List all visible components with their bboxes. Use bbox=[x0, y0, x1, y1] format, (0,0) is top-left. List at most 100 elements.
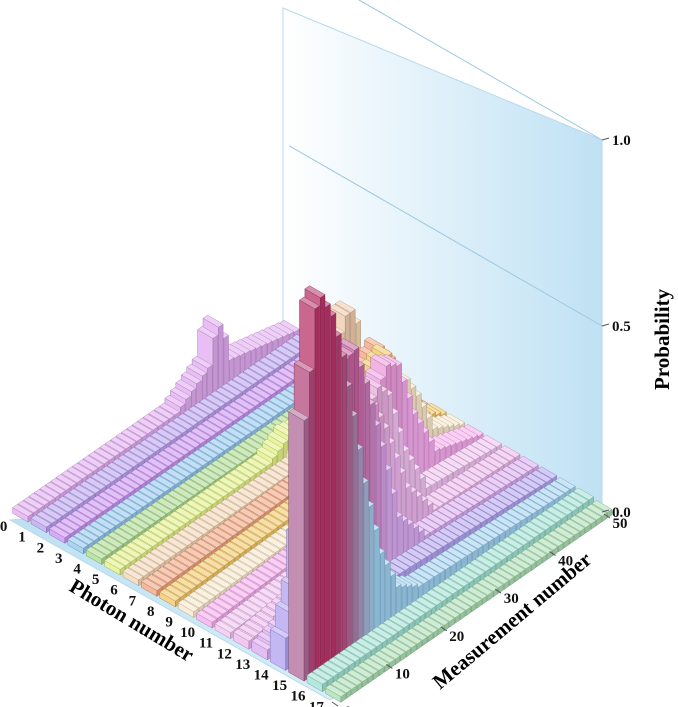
bar-top bbox=[106, 462, 128, 475]
bar-top bbox=[202, 488, 223, 501]
bar-side bbox=[374, 527, 380, 633]
bar-top bbox=[149, 479, 170, 493]
probability-tick-mark bbox=[601, 137, 610, 141]
bar-top bbox=[157, 566, 179, 580]
bar-side bbox=[331, 312, 337, 663]
bar-top bbox=[145, 505, 167, 518]
bar-top bbox=[95, 469, 117, 483]
bar-top bbox=[236, 419, 257, 432]
bar-top bbox=[12, 504, 34, 517]
bar-top bbox=[110, 436, 131, 450]
bar-photon-0-m1 bbox=[12, 504, 34, 523]
bar-top bbox=[159, 472, 181, 485]
photon-tick-label: 13 bbox=[235, 657, 250, 673]
bar-top bbox=[168, 558, 190, 572]
bar-top bbox=[204, 394, 226, 408]
bar-top bbox=[264, 353, 286, 366]
bar-top bbox=[117, 454, 139, 468]
bar-top bbox=[201, 420, 223, 433]
bar-top bbox=[59, 517, 81, 531]
bar-top bbox=[134, 512, 156, 526]
bar-top bbox=[185, 431, 206, 444]
bar-top bbox=[155, 428, 177, 441]
bar-top bbox=[221, 452, 243, 466]
bar-photon-1-m1 bbox=[30, 514, 52, 534]
photon-tick-label: 1 bbox=[18, 530, 26, 546]
bar-top bbox=[94, 517, 116, 530]
bar-top bbox=[121, 498, 143, 511]
bar-top bbox=[151, 501, 172, 515]
bar-top bbox=[136, 534, 158, 547]
bar-top bbox=[238, 507, 260, 521]
bar-side bbox=[358, 446, 364, 644]
bar-top bbox=[174, 438, 195, 452]
bar-side bbox=[380, 550, 385, 629]
bar-top bbox=[72, 462, 93, 476]
bar-top bbox=[187, 521, 209, 535]
bar-top bbox=[138, 556, 160, 569]
bar-top bbox=[188, 405, 210, 419]
photon-tick-label: 12 bbox=[217, 646, 232, 662]
bar-side bbox=[218, 323, 224, 391]
bar-top bbox=[123, 450, 144, 464]
bar-top bbox=[112, 458, 134, 471]
bar-top bbox=[202, 314, 224, 328]
bar-top bbox=[253, 475, 274, 489]
bar-top bbox=[223, 405, 244, 418]
bar-top bbox=[66, 466, 88, 480]
bar-top bbox=[239, 393, 261, 407]
bar-side bbox=[352, 413, 358, 648]
bar-top bbox=[272, 371, 293, 384]
bar-top bbox=[266, 488, 287, 501]
bar-top bbox=[164, 394, 186, 408]
bar-top bbox=[70, 510, 92, 523]
bar-top bbox=[136, 465, 157, 478]
bar-top bbox=[126, 541, 147, 555]
measurement-tick-label: 10 bbox=[395, 666, 410, 682]
bar-top bbox=[146, 574, 168, 587]
bar-top bbox=[193, 401, 215, 415]
bar-top bbox=[184, 546, 206, 560]
bar-top bbox=[228, 515, 249, 529]
bar-top bbox=[30, 514, 52, 528]
bar-top bbox=[170, 464, 192, 478]
bar-top bbox=[195, 539, 217, 552]
bar-top bbox=[210, 460, 232, 473]
bar-top bbox=[115, 549, 136, 563]
bar-top bbox=[61, 470, 82, 483]
bar-top bbox=[193, 518, 215, 531]
bar-top bbox=[242, 483, 264, 497]
bar-top bbox=[127, 494, 149, 508]
bar-top bbox=[131, 421, 153, 435]
bar-top bbox=[334, 300, 356, 313]
bar-top bbox=[217, 408, 239, 422]
bar-top bbox=[191, 355, 213, 369]
bar-top bbox=[170, 387, 191, 400]
bar-side bbox=[207, 364, 213, 399]
bar-top bbox=[183, 478, 205, 492]
bar-side bbox=[325, 303, 331, 667]
bar-top bbox=[105, 509, 127, 523]
bar-top bbox=[198, 445, 219, 459]
bar-top bbox=[79, 480, 101, 494]
bar-top bbox=[252, 408, 274, 421]
z-axis-label: Probability bbox=[650, 288, 674, 390]
bar-top bbox=[153, 522, 174, 536]
bar-top bbox=[215, 502, 236, 516]
bar-top bbox=[100, 513, 121, 526]
bar-top bbox=[65, 514, 87, 527]
bar-top bbox=[225, 426, 246, 440]
bar-top bbox=[246, 411, 268, 425]
bar-top bbox=[181, 457, 203, 470]
bar-top bbox=[200, 467, 221, 481]
bar-top bbox=[199, 398, 221, 411]
bar-top bbox=[206, 416, 228, 429]
bar-top bbox=[186, 363, 208, 377]
bar-top bbox=[153, 406, 175, 419]
bar-top bbox=[159, 402, 180, 416]
bar-top bbox=[205, 463, 227, 477]
bar-top bbox=[244, 390, 266, 403]
bar-top bbox=[231, 491, 253, 504]
bar-top bbox=[119, 476, 141, 490]
